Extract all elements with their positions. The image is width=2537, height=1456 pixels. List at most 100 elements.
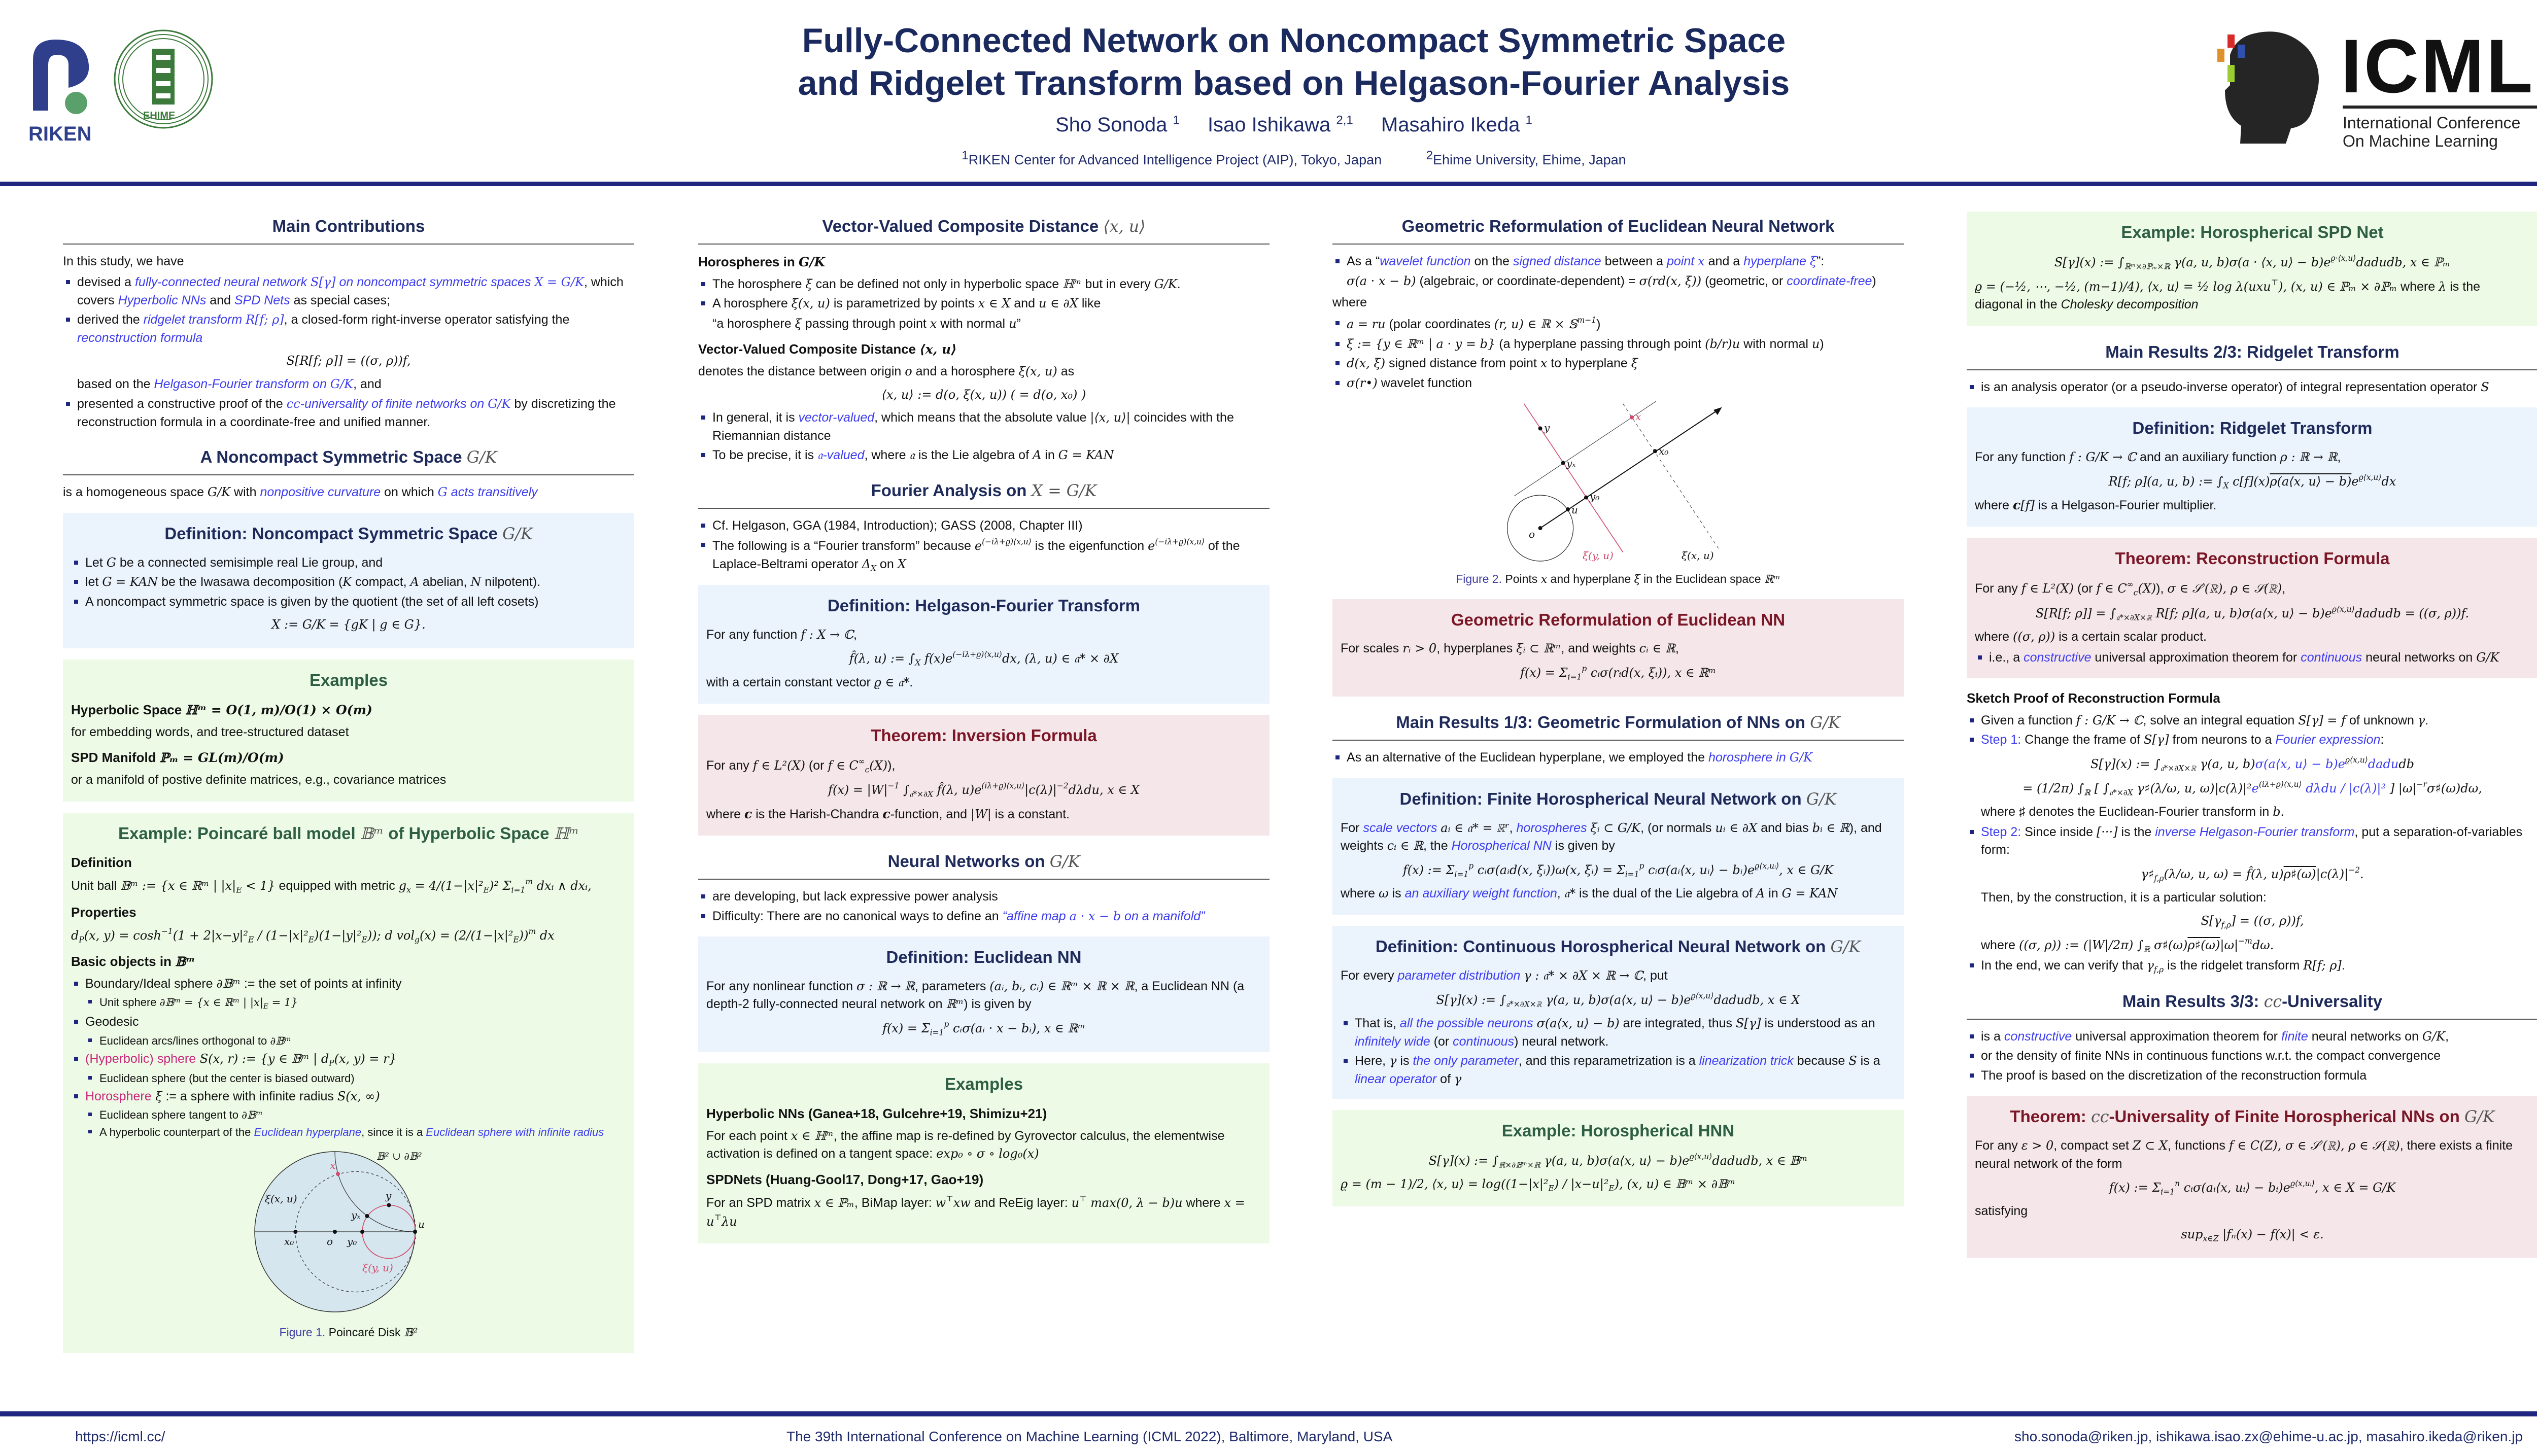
- math-text: ξ := {y ∈ ℝᵐ | a · y = b}: [1347, 336, 1496, 351]
- math-text: (iλ+ϱ)⟨x,u⟩: [981, 781, 1025, 791]
- math-text: ⟨x, u⟩: [1103, 218, 1146, 236]
- subheading: Sketch Proof of Reconstruction Formula: [1967, 689, 2537, 708]
- bullet-item: or the density of finite NNs in continuo…: [1967, 1047, 2537, 1065]
- text-segment: Examples: [309, 670, 388, 689]
- math-text: (x, y) = cosh: [84, 928, 161, 943]
- point-u: [413, 1229, 417, 1234]
- text-segment: Example: Poincaré ball model: [118, 823, 360, 843]
- math-text: E: [361, 934, 367, 944]
- text-segment: Then, by the construction, it is a parti…: [1981, 890, 2267, 905]
- text-segment: Examples: [944, 1074, 1023, 1094]
- label-boundary: 𝔹² ∪ ∂𝔹²: [376, 1150, 422, 1162]
- math-text: |ω|: [2220, 938, 2239, 952]
- paragraph: For any ε > 0, compact set Z ⊂ X, functi…: [1975, 1137, 2530, 1173]
- text-segment: neural networks on: [2308, 1029, 2422, 1044]
- text-segment: is an analysis operator (or a pseudo-inv…: [1981, 379, 2481, 394]
- text-segment: For any: [1975, 581, 2021, 596]
- math-text: ∞: [858, 757, 865, 767]
- math-text: dx: [536, 928, 555, 943]
- math-text: c: [865, 765, 870, 775]
- math-text: γ: [2146, 958, 2154, 973]
- column-2: Vector-Valued Composite Distance ⟨x, u⟩ H…: [698, 200, 1270, 1255]
- text-segment: Definition: Noncompact Symmetric Space: [164, 524, 502, 543]
- paragraph: For every parameter distribution γ : 𝔞* …: [1341, 967, 1896, 985]
- box-title: Theorem: Reconstruction Formula: [1975, 547, 2530, 571]
- highlight-text: an auxiliary weight function: [1404, 886, 1557, 900]
- section-header: Main Results 3/3: cc-Universality: [1967, 990, 2537, 1020]
- math-text: m: [528, 926, 536, 936]
- text-segment: in: [1765, 886, 1782, 900]
- text-segment: As an alternative of the Euclidean hyper…: [1347, 750, 1708, 765]
- highlight-text: scale vectors: [1363, 820, 1441, 835]
- math-text: (1 + 2|x−y|²: [173, 928, 249, 943]
- text-segment: The following is a “Fourier transform” b…: [712, 539, 975, 553]
- equation: f(x) := Σi=1p cᵢσ(aᵢd(x, ξᵢ))ω(x, ξᵢ) = …: [1341, 860, 1896, 880]
- text-segment: , solve an integral equation: [2143, 713, 2299, 727]
- math-text: S(x, ∞): [337, 1089, 380, 1103]
- text-segment: Main Results 1/3: Geometric Formulation …: [1396, 713, 1810, 732]
- text-segment: with normal: [1740, 336, 1812, 351]
- box-title: Example: Horospherical HNN: [1341, 1119, 1896, 1143]
- math-text: −2: [2348, 865, 2360, 875]
- highlight-text: horosphere in: [1708, 750, 1790, 765]
- math-text: ∂𝔹ᵐ: [216, 976, 241, 991]
- text-segment: Example: Horospherical SPD Net: [2121, 223, 2384, 241]
- text-segment: is: [1388, 886, 1405, 900]
- math-text: ℝᵐ×∂ℙₘ×ℝ: [2124, 262, 2170, 271]
- text-segment: is a constant.: [991, 807, 1070, 821]
- math-text: S: [1848, 1054, 1857, 1068]
- math-text: 𝔞*×∂X×ℝ: [2116, 612, 2152, 622]
- text-segment: Main Contributions: [272, 217, 425, 235]
- text-segment: can be defined not only in hyperbolic sp…: [812, 276, 1063, 291]
- label-y0: y₀: [347, 1235, 357, 1247]
- footer-emails[interactable]: sho.sonoda@riken.jp, ishikawa.isao.zx@eh…: [2014, 1429, 2523, 1444]
- bullet-item: The proof is based on the discretization…: [1967, 1067, 2537, 1085]
- text-segment: Main Results 3/3:: [2122, 991, 2264, 1011]
- math-text: S[γ](x) := ∫: [1436, 992, 1506, 1007]
- section-title: Main Contributions: [63, 215, 634, 245]
- text-segment: where ♯ denotes the Euclidean-Fourier tr…: [1981, 805, 2273, 819]
- text-segment: i.e., a: [1989, 650, 2024, 665]
- text-segment: , which covers: [77, 275, 624, 307]
- math-text: cᵢσ(aᵢ⟨x, uᵢ⟩ − bᵢ)e: [1644, 862, 1755, 877]
- text-segment: For an SPD matrix: [706, 1195, 814, 1210]
- math-text: f : G/K → ℂ: [2069, 450, 2137, 465]
- text-segment: -function, and: [890, 807, 971, 821]
- text-segment: , a closed-form right-inverse operator s…: [284, 313, 570, 327]
- highlight-text: linearization trick: [1699, 1054, 1794, 1068]
- text-segment: Let: [85, 555, 107, 570]
- math-text: f : G/K → ℂ: [2076, 713, 2143, 727]
- text-segment: and: [1010, 296, 1039, 311]
- highlight-text: parameter distribution: [1397, 968, 1524, 983]
- math-text: ϱ ∈ 𝔞*: [874, 675, 910, 689]
- math-text: −2: [1056, 781, 1069, 791]
- text-segment: ), and weights: [1341, 820, 1882, 853]
- text-segment: In the end, we can verify that: [1981, 958, 2147, 973]
- paragraph: where c[f] is a Helgason-Fourier multipl…: [1975, 496, 2530, 515]
- text-segment: Hyperbolic NNs (Ganea+18, Gulcehre+19, S…: [706, 1106, 1047, 1122]
- bullet-item: devised a fully-connected neural network…: [63, 273, 634, 309]
- highlight-text: hyperplane: [1743, 254, 1810, 268]
- text-segment: Geometric Reformulation of Euclidean NN: [1451, 610, 1786, 629]
- text-segment: Horosphere: [85, 1089, 152, 1103]
- footer-url[interactable]: https://icml.cc/: [75, 1429, 165, 1444]
- equation: f(x) := Σi=1n cᵢσ(aᵢ⟨x, uᵢ⟩ − bᵢ)eϱ⟨x,uᵢ…: [1975, 1178, 2530, 1197]
- text-segment: where: [1341, 886, 1379, 900]
- math-text: S[γ] = f: [2298, 713, 2346, 727]
- math-text: c[f](x): [2229, 474, 2270, 489]
- text-segment: As a “: [1347, 254, 1380, 268]
- text-segment: of unknown: [2346, 713, 2418, 727]
- arrowhead-icon: [1713, 407, 1722, 415]
- example-box: Example: Poincaré ball model 𝔹ᵐ of Hyper…: [63, 812, 634, 1354]
- author: Masahiro Ikeda 1: [1381, 113, 1532, 136]
- bullet-item: A hyperbolic counterpart of the Euclidea…: [71, 1124, 626, 1140]
- subheading: Hyperbolic Space ℍᵐ = O(1, m)/O(1) × O(m…: [71, 701, 626, 719]
- equation: f(x) = |W|−1 ∫𝔞*×∂X f̂(λ, u)e(iλ+ϱ)⟨x,u⟩…: [706, 780, 1261, 800]
- hyperplane-xu: [1623, 403, 1721, 551]
- highlight-text: constructive: [2024, 650, 2092, 665]
- bullet-item: As a “wavelet function on the signed dis…: [1332, 253, 1904, 271]
- text-segment: Given a function: [1981, 713, 2076, 727]
- math-text: = 1}: [268, 996, 298, 1009]
- definition-box: Definition: Helgason-Fourier Transform Fo…: [698, 585, 1270, 704]
- math-text: γ: [1389, 1054, 1397, 1068]
